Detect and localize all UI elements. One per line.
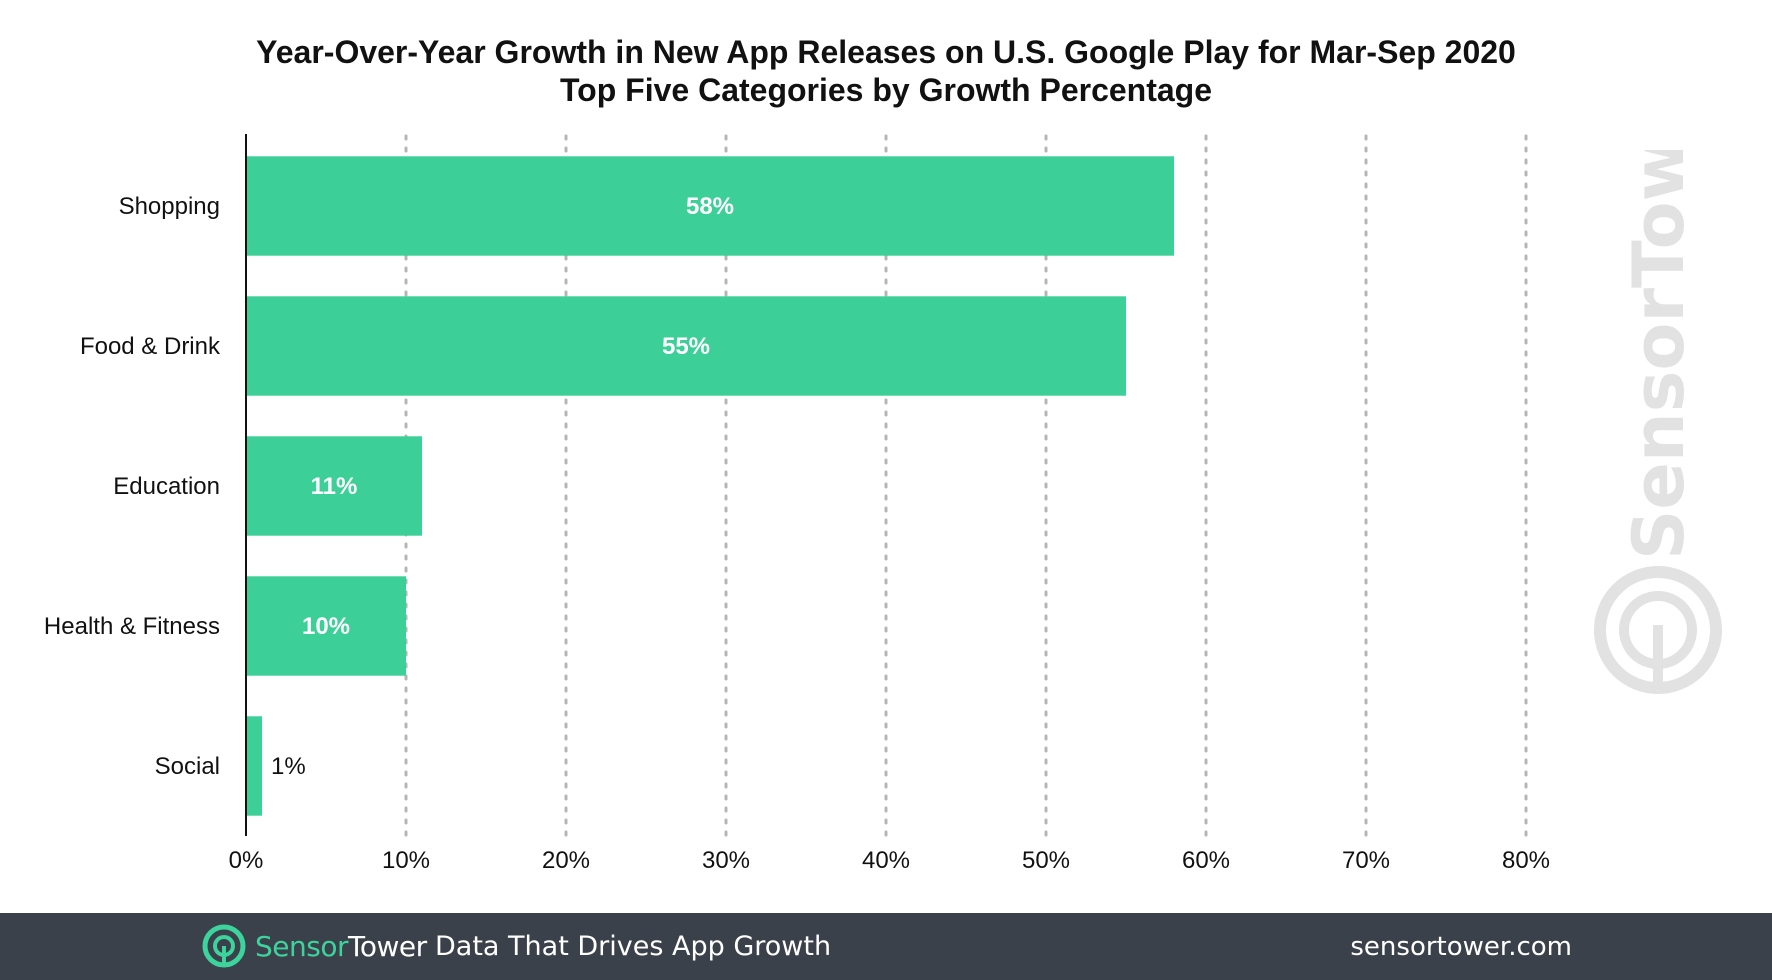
watermark-logo-icon <box>1594 566 1722 694</box>
bar-value-label: 55% <box>662 333 710 360</box>
x-tick-label: 0% <box>229 847 264 874</box>
bar <box>246 156 1174 256</box>
category-label: Social <box>155 753 220 780</box>
bar <box>246 296 1126 396</box>
x-tick-label: 20% <box>542 847 590 874</box>
bar <box>246 576 406 676</box>
x-tick-label: 60% <box>1182 847 1230 874</box>
category-label: Shopping <box>119 193 220 220</box>
bar-value-label: 11% <box>311 473 358 500</box>
sensortower-logo-icon <box>202 924 246 968</box>
footer-brand: SensorTower <box>255 930 427 963</box>
bar-value-label: 1% <box>271 753 306 780</box>
chart-subtitle: Top Five Categories by Growth Percentage <box>560 72 1212 108</box>
footer-brand-tower: Tower <box>347 930 427 963</box>
footer-url[interactable]: sensortower.com <box>1350 932 1572 962</box>
bar-value-label: 10% <box>302 613 350 640</box>
bar-value-label: 58% <box>686 193 734 220</box>
bar <box>246 716 262 816</box>
category-label: Health & Fitness <box>44 613 220 640</box>
watermark-text: SensorTower <box>1618 150 1700 560</box>
footer-tagline: Data That Drives App Growth <box>435 931 832 962</box>
bars <box>246 156 1174 816</box>
chart-title: Year-Over-Year Growth in New App Release… <box>256 34 1516 70</box>
x-tick-labels: 0% 10% 20% 30% 40% 50% 60% 70% 80% <box>229 847 1550 874</box>
bar <box>246 436 422 536</box>
footer-bar: SensorTower Data That Drives App Growth … <box>0 913 1772 980</box>
x-tick-label: 70% <box>1342 847 1390 874</box>
x-tick-label: 80% <box>1502 847 1550 874</box>
bar-chart: Shopping Food & Drink Education Health & Fi… <box>44 134 1550 874</box>
x-tick-label: 30% <box>702 847 750 874</box>
x-tick-label: 40% <box>862 847 910 874</box>
category-label: Food & Drink <box>80 333 221 360</box>
category-labels: Shopping Food & Drink Education Health & Fi… <box>44 193 221 780</box>
sensortower-watermark: SensorTower <box>1594 150 1722 694</box>
x-tick-label: 10% <box>382 847 430 874</box>
x-tick-label: 50% <box>1022 847 1070 874</box>
category-label: Education <box>113 473 220 500</box>
bar-value-labels: 58% 55% 11% 10% 1% <box>271 193 734 780</box>
footer-brand-sensor: Sensor <box>255 930 348 963</box>
